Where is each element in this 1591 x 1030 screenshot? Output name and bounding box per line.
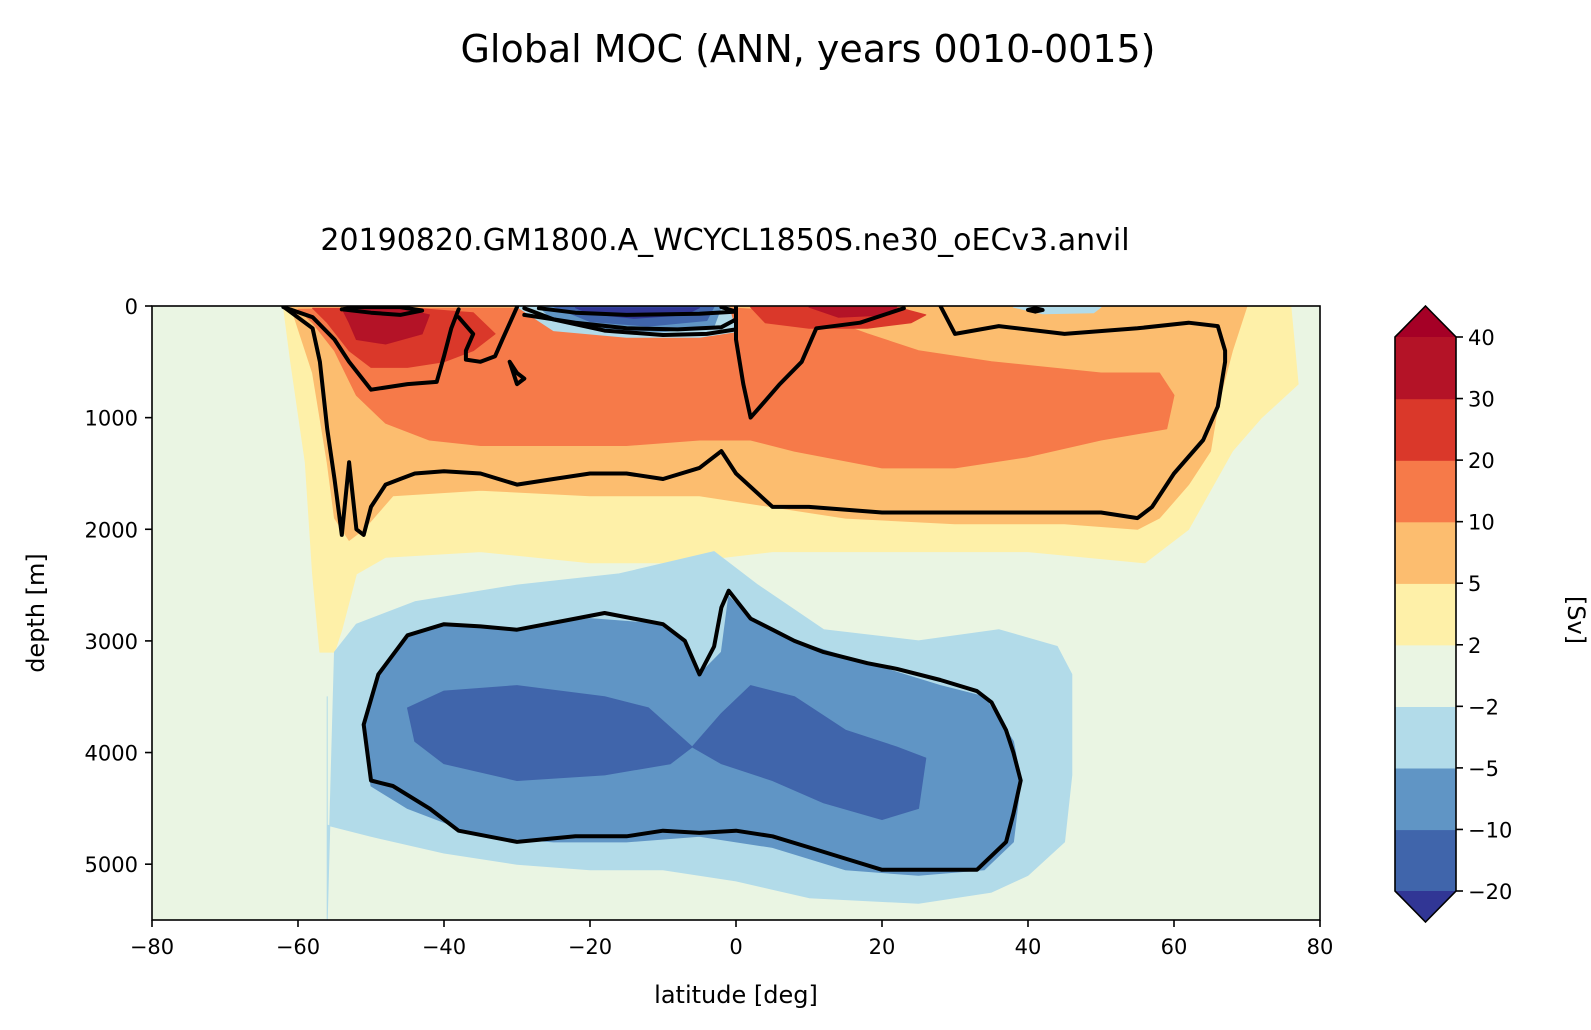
y-tick-label: 4000: [85, 742, 138, 766]
filled-contours: [282, 306, 1299, 920]
y-tick-label: 0: [125, 295, 138, 319]
contour-line-2: [456, 306, 519, 364]
colorbar-segment: [1395, 706, 1456, 769]
colorbar-tick-label: 5: [1468, 572, 1481, 596]
contour-fill-deep-cell-10: [407, 685, 693, 781]
contour-line-3: [734, 306, 906, 420]
colorbar-segment: [1395, 829, 1456, 892]
x-tick-label: 0: [729, 935, 742, 959]
colorbar-tick-label: 2: [1468, 634, 1481, 658]
x-tick-label: −80: [130, 935, 174, 959]
figure-suptitle: Global MOC (ANN, years 0010-0015): [460, 27, 1155, 71]
colorbar-tick-label: 20: [1468, 449, 1495, 473]
x-tick-label: 40: [1015, 935, 1042, 959]
contour-line-4: [339, 306, 425, 317]
contour-line-0: [281, 306, 1228, 537]
colorbar-segment: [1395, 398, 1456, 461]
colorbar-segment: [1395, 521, 1456, 584]
colorbar-tick-label: −2: [1468, 695, 1499, 719]
colorbar: −20 −10 −5 −2 2 5 10 20 30 40: [1394, 304, 1512, 924]
x-tick-label: −60: [276, 935, 320, 959]
chart-title: 20190820.GM1800.A_WCYCL1850S.ne30_oECv3.…: [320, 223, 1129, 258]
y-axis: 0 1000 2000 3000 4000 5000: [85, 295, 152, 877]
colorbar-segment: [1395, 644, 1456, 707]
colorbar-segment: [1395, 767, 1456, 831]
x-tick-label: −20: [568, 935, 612, 959]
x-tick-label: −40: [422, 935, 466, 959]
contour-line-1: [281, 306, 461, 392]
contour-line-10: [1026, 306, 1045, 314]
y-tick-label: 3000: [85, 630, 138, 654]
contour-line-5: [507, 359, 527, 387]
plot-area: [151, 305, 1321, 921]
y-tick-label: 1000: [85, 407, 138, 431]
y-axis-label: depth [m]: [22, 553, 50, 673]
contour-line-7: [536, 306, 738, 317]
colorbar-tick-label: −5: [1468, 757, 1499, 781]
colorbar-tick-label: 10: [1468, 511, 1495, 535]
colorbar-tick-label: 30: [1468, 388, 1495, 412]
contour-line-9: [522, 306, 738, 337]
contour-fill-deep-cell-10-nh: [691, 685, 927, 820]
y-tick-label: 2000: [85, 518, 138, 542]
colorbar-segment: [1395, 460, 1456, 523]
x-axis: −80 −60 −40 −20 0 20 40 60 80: [130, 920, 1334, 959]
contour-lines: [281, 306, 1228, 872]
colorbar-tick-label: 40: [1468, 326, 1495, 350]
colorbar-tick-label: −20: [1468, 880, 1512, 904]
colorbar-tick-label: −10: [1468, 818, 1512, 842]
x-tick-label: 20: [869, 935, 896, 959]
y-tick-label: 5000: [85, 853, 138, 877]
colorbar-segment: [1395, 337, 1456, 400]
colorbar-under-extension: [1395, 891, 1456, 922]
colorbar-over-extension: [1395, 306, 1456, 337]
colorbar-segment: [1395, 583, 1456, 646]
x-tick-label: 60: [1161, 935, 1188, 959]
x-tick-label: 80: [1307, 935, 1334, 959]
x-axis-label: latitude [deg]: [654, 981, 818, 1009]
contour-line-6: [361, 588, 1023, 872]
colorbar-label: [Sv]: [1562, 596, 1590, 644]
